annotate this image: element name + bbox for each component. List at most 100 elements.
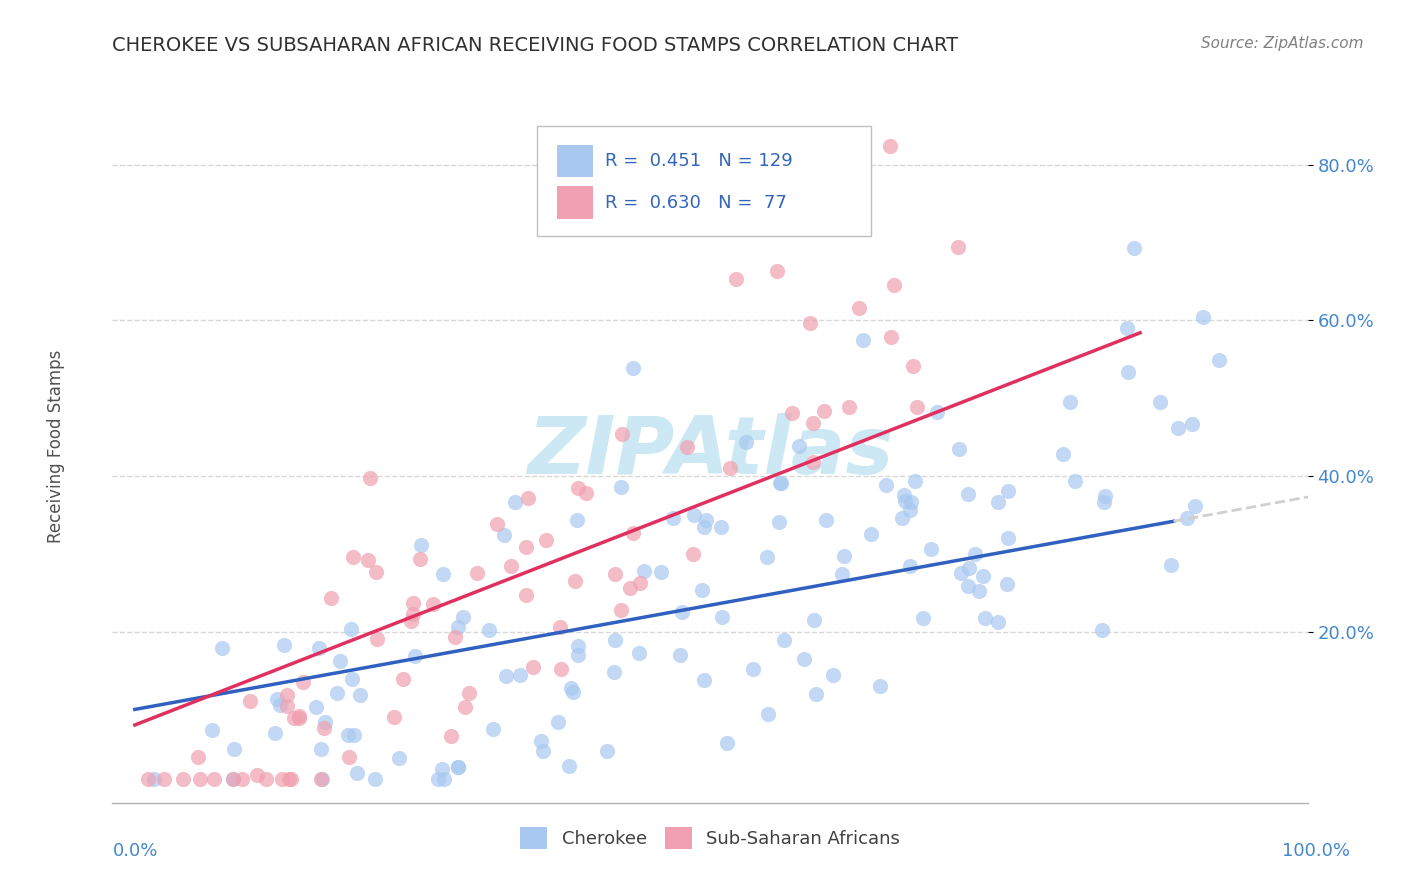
Point [756,707,779,722]
FancyBboxPatch shape [557,145,593,178]
Point [893,487,915,501]
Point [136,772,159,787]
Point [567,639,589,653]
Point [359,470,381,484]
Point [560,681,582,695]
Point [1149,395,1171,409]
Point [900,559,922,574]
Point [280,772,302,787]
Point [831,566,853,581]
Point [769,475,792,490]
Point [266,692,288,706]
Point [222,772,245,787]
Point [447,760,470,774]
Point [803,613,825,627]
Point [364,565,387,579]
Point [898,503,921,517]
Point [1122,241,1144,255]
Point [621,360,644,375]
Point [465,566,488,580]
Point [1116,365,1139,379]
Point [263,726,285,740]
Point [319,591,342,606]
Point [1208,352,1230,367]
Point [621,526,644,541]
Point [799,317,821,331]
Point [848,301,870,315]
Point [690,583,713,598]
Point [682,548,704,562]
Point [891,510,914,524]
Point [838,400,860,414]
Text: R =  0.451   N = 129: R = 0.451 N = 129 [605,152,793,169]
Point [271,772,294,787]
Point [793,652,815,666]
Point [813,404,835,418]
Point [718,461,741,475]
Point [404,649,426,664]
Point [628,576,651,591]
Point [222,772,245,787]
Point [957,487,980,501]
Point [447,760,470,774]
Point [724,272,747,286]
Point [628,647,651,661]
Point [567,648,589,662]
Point [309,742,332,756]
Point [814,513,837,527]
Point [801,455,824,469]
Point [766,264,789,278]
Point [305,699,328,714]
Legend: Cherokee, Sub-Saharan Africans: Cherokee, Sub-Saharan Africans [513,820,907,856]
Point [803,416,825,430]
Point [276,688,298,702]
Point [357,553,380,567]
Point [454,699,477,714]
Point [291,675,314,690]
Point [832,549,855,563]
Point [283,711,305,725]
Point [650,565,672,579]
Point [288,711,311,725]
Point [692,519,714,533]
Point [346,765,368,780]
Point [211,640,233,655]
Point [444,630,467,644]
Point [202,772,225,787]
Point [287,709,309,723]
Point [384,710,406,724]
Point [246,768,269,782]
FancyBboxPatch shape [537,126,872,235]
Point [172,772,194,787]
Point [997,531,1019,545]
Point [1116,321,1139,335]
Point [693,673,716,688]
Point [676,440,699,454]
Point [900,495,922,509]
Point [564,574,586,588]
Point [314,715,336,730]
Point [905,400,928,414]
Point [755,550,778,565]
Point [409,538,432,552]
Point [901,359,924,373]
Point [533,744,555,758]
Point [904,475,927,489]
Point [603,632,626,647]
Point [402,596,425,610]
Point [430,762,453,776]
Point [364,772,387,787]
Point [883,277,905,292]
Point [534,533,557,547]
Point [485,517,508,532]
Point [997,484,1019,499]
Point [787,439,810,453]
Point [451,609,474,624]
Point [276,699,298,714]
Point [516,491,538,505]
Point [1192,310,1215,325]
Point [547,714,569,729]
Point [946,240,969,254]
Point [619,581,641,595]
Text: 100.0%: 100.0% [1282,842,1350,860]
